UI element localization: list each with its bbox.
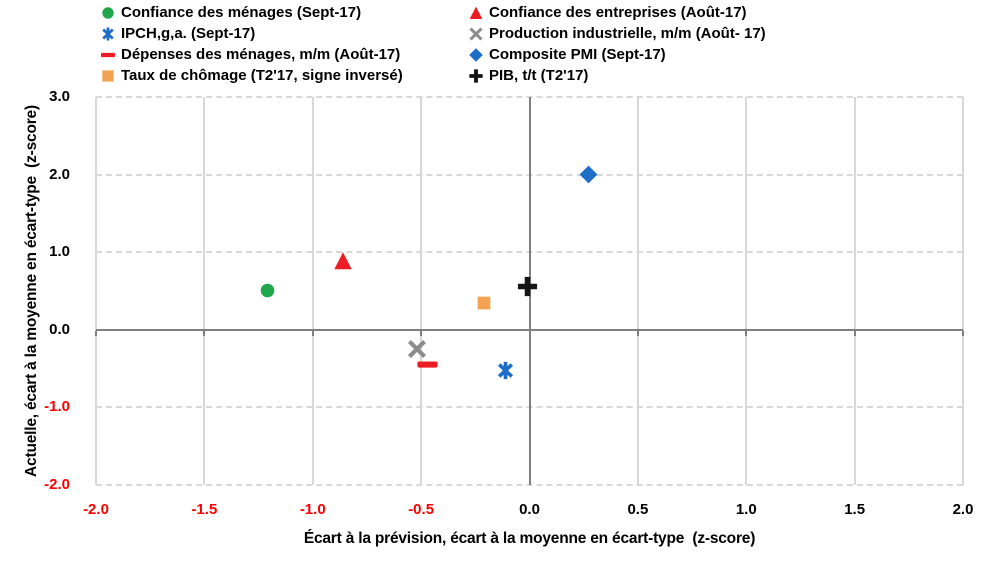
legend-item-production-industrielle: Production industrielle, m/m (Août- 17) <box>468 24 766 44</box>
legend-item-confiance-menages: Confiance des ménages (Sept-17) <box>100 3 468 23</box>
x-axis-tick <box>636 330 639 336</box>
legend-item-composite-pmi: Composite PMI (Sept-17) <box>468 45 766 65</box>
x-tick-label: 1.5 <box>844 501 866 518</box>
diamond-marker-icon <box>468 47 484 63</box>
plot-area <box>95 96 964 486</box>
legend-label: IPCH,g,a. (Sept-17) <box>121 25 256 42</box>
x-axis-tick <box>962 330 964 336</box>
marker-confiance-menages <box>258 281 277 300</box>
marker-production-industrielle <box>406 338 428 360</box>
x-axis-tick <box>203 330 206 336</box>
gridline-horizontal <box>96 484 963 486</box>
x-axis-tick <box>853 330 856 336</box>
legend-label: Taux de chômage (T2'17, signe inversé) <box>121 67 403 84</box>
x-tick-label: -1.0 <box>299 501 326 518</box>
x-axis-title: Écart à la prévision, écart à la moyenne… <box>303 530 756 547</box>
x-axis-tick <box>420 330 423 336</box>
y-tick-label: -2.0 <box>44 476 70 493</box>
x-axis-tick <box>745 330 748 336</box>
gridline-vertical <box>95 97 97 485</box>
x-axis-tick <box>528 330 531 336</box>
marker-confiance-entreprises <box>332 250 354 272</box>
circle-marker-icon <box>260 283 275 298</box>
legend-label: Dépenses des ménages, m/m (Août-17) <box>121 46 401 63</box>
y-tick-label: 3.0 <box>49 88 70 105</box>
legend-item-taux-chomage: Taux de chômage (T2'17, signe inversé) <box>100 66 468 86</box>
y-tick-label: 2.0 <box>49 165 70 183</box>
y-tick-label: 0.0 <box>49 320 70 338</box>
legend-label: Confiance des entreprises (Août-17) <box>489 4 747 21</box>
dash-marker-icon <box>100 47 116 63</box>
diamond-marker-icon <box>579 165 597 184</box>
x-tick-label: 0.5 <box>627 501 649 518</box>
gridline-vertical <box>853 97 856 485</box>
circle-marker-icon <box>100 5 116 21</box>
x-tick-label: -2.0 <box>83 501 109 518</box>
y-tick-label: 1.0 <box>49 243 70 261</box>
triangle-marker-icon <box>468 5 484 21</box>
x-tick-label: 1.0 <box>735 501 757 518</box>
gridline-vertical <box>636 97 639 485</box>
x-tick-label: 2.0 <box>952 501 974 518</box>
x-axis-tick <box>311 330 314 336</box>
x-tick-label: -0.5 <box>408 501 435 518</box>
marker-taux-chomage <box>475 294 493 312</box>
legend-item-depenses-menages: Dépenses des ménages, m/m (Août-17) <box>100 45 468 65</box>
star-x-marker-icon <box>498 361 514 379</box>
gridline-vertical <box>962 97 964 485</box>
triangle-marker-icon <box>334 252 352 269</box>
square-marker-icon <box>100 68 116 84</box>
gridline-vertical <box>420 97 423 485</box>
marker-ipch <box>495 360 516 381</box>
legend-label: Production industrielle, m/m (Août- 17) <box>489 25 766 42</box>
x-tick-label: 0.0 <box>519 501 540 518</box>
square-marker-icon <box>477 297 491 310</box>
marker-composite-pmi <box>578 164 599 185</box>
legend-item-pib: PIB, t/t (T2'17) <box>468 66 766 86</box>
plus-marker-icon <box>517 276 537 296</box>
y-axis-title: Actuelle, écart à la moyenne en écart-ty… <box>23 105 40 477</box>
x-marker-icon <box>407 340 426 359</box>
x-marker-icon <box>468 26 484 42</box>
x-axis-tick <box>95 330 97 336</box>
marker-depenses-menages <box>416 353 439 376</box>
x-axis-zero-line <box>96 328 963 331</box>
plus-marker-icon <box>468 68 484 84</box>
legend-label: Confiance des ménages (Sept-17) <box>121 4 362 21</box>
legend-label: Composite PMI (Sept-17) <box>489 46 666 63</box>
gridline-vertical <box>203 97 206 485</box>
x-tick-label: -1.5 <box>191 501 218 518</box>
dash-marker-icon <box>417 361 438 368</box>
star-x-marker-icon <box>100 26 116 42</box>
marker-pib <box>516 275 539 298</box>
y-tick-label: -1.0 <box>44 398 70 416</box>
gridline-vertical <box>311 97 314 485</box>
legend-item-ipch: IPCH,g,a. (Sept-17) <box>100 24 468 44</box>
gridline-vertical <box>745 97 748 485</box>
legend-label: PIB, t/t (T2'17) <box>489 67 589 84</box>
legend-item-confiance-entreprises: Confiance des entreprises (Août-17) <box>468 3 766 23</box>
chart-legend: Confiance des ménages (Sept-17) Confiance… <box>100 3 766 86</box>
